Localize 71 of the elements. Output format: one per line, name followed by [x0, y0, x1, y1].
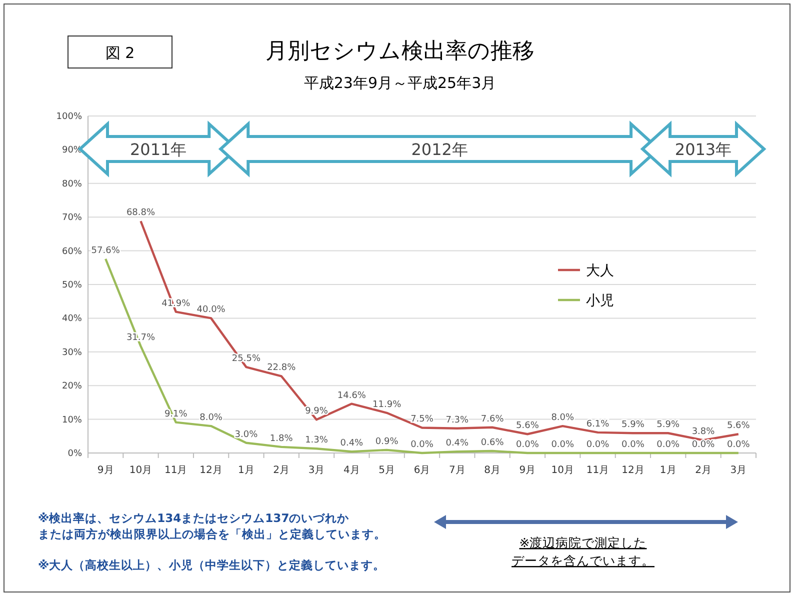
data-label: 22.8% [267, 363, 296, 374]
data-label: 7.5% [410, 414, 434, 425]
x-tick-label: 10月 [129, 465, 152, 476]
y-tick-label: 60% [62, 246, 82, 257]
data-label: 0.0% [622, 440, 645, 450]
y-tick-label: 40% [62, 314, 82, 324]
y-tick-label: 10% [62, 415, 82, 426]
data-label: 0.0% [586, 440, 610, 450]
legend-label: 小児 [586, 293, 614, 309]
data-label: 0.0% [410, 440, 434, 450]
y-tick-label: 100% [56, 112, 82, 122]
x-tick-label: 3月 [308, 465, 325, 476]
x-tick-label: 4月 [343, 465, 360, 476]
caption: 図 2 [105, 44, 135, 62]
data-label: 7.6% [480, 414, 504, 424]
data-label: 0.0% [726, 440, 750, 450]
data-label: 5.9% [622, 420, 645, 430]
data-label: 3.8% [692, 427, 716, 438]
y-tick-label: 70% [62, 213, 82, 224]
y-tick-label: 0% [68, 449, 82, 459]
x-tick-label: 7月 [448, 465, 466, 476]
data-label: 0.0% [516, 440, 540, 450]
data-label: 0.4% [340, 438, 364, 449]
data-label: 5.6% [516, 421, 540, 432]
data-label: 0.9% [375, 436, 399, 447]
data-label: 8.0% [200, 413, 223, 424]
data-label: 1.3% [305, 436, 328, 446]
x-tick-label: 8月 [484, 465, 501, 476]
x-tick-label: 3月 [730, 465, 747, 476]
data-label: 5.6% [726, 421, 750, 432]
data-label: 3.0% [234, 430, 258, 440]
data-label: 0.0% [656, 440, 680, 450]
data-label: 14.6% [337, 390, 366, 401]
annotation: 2013年 [674, 140, 732, 159]
data-label: 68.8% [126, 208, 156, 218]
data-label: 0.4% [446, 438, 470, 449]
data-label: 6.1% [586, 419, 610, 430]
data-label: 0.0% [692, 440, 716, 450]
chart-title: 月別セシウム検出率の推移 [266, 39, 534, 64]
x-tick-label: 1月 [238, 465, 254, 476]
legend-label: 大人 [586, 263, 614, 279]
data-label: 5.9% [656, 420, 680, 430]
annotation: 2012年 [411, 140, 468, 159]
data-label: 11.9% [372, 400, 402, 410]
x-tick-label: 2月 [273, 465, 290, 476]
y-tick-label: 30% [62, 348, 82, 358]
annotation: 2011年 [130, 140, 187, 159]
chart-subtitle: 平成23年9月～平成25年3月 [304, 74, 496, 92]
data-label: 0.6% [480, 438, 504, 448]
data-label: 8.0% [551, 413, 575, 424]
text: ※検出率は、セシウム134またはセシウム137のいづれかまたは両方が検出限界以上の場合を「検出」と定義しています。 [38, 511, 386, 541]
x-tick-label: 6月 [414, 465, 430, 476]
x-tick-label: 9月 [519, 465, 536, 476]
x-tick-label: 12月 [200, 465, 222, 476]
x-tick-label: 5月 [378, 465, 396, 476]
x-tick-label: 10月 [551, 465, 574, 476]
x-tick-label: 1月 [660, 465, 676, 476]
x-tick-label: 11月 [586, 465, 610, 476]
data-label: 7.3% [446, 415, 470, 426]
y-tick-label: 20% [62, 382, 82, 392]
x-tick-label: 9月 [97, 465, 114, 476]
y-tick-label: 50% [62, 280, 82, 290]
y-tick-label: 80% [62, 179, 82, 190]
x-tick-label: 12月 [622, 465, 644, 476]
data-label: 1.8% [270, 434, 294, 444]
x-tick-label: 2月 [695, 465, 712, 476]
x-tick-label: 11月 [164, 465, 188, 476]
data-label: 57.6% [91, 246, 120, 256]
data-label: 0.0% [551, 440, 575, 450]
data-label: 40.0% [196, 305, 226, 316]
text: ※大人（高校生以上）、小児（中学生以下）と定義しています。 [38, 558, 386, 572]
